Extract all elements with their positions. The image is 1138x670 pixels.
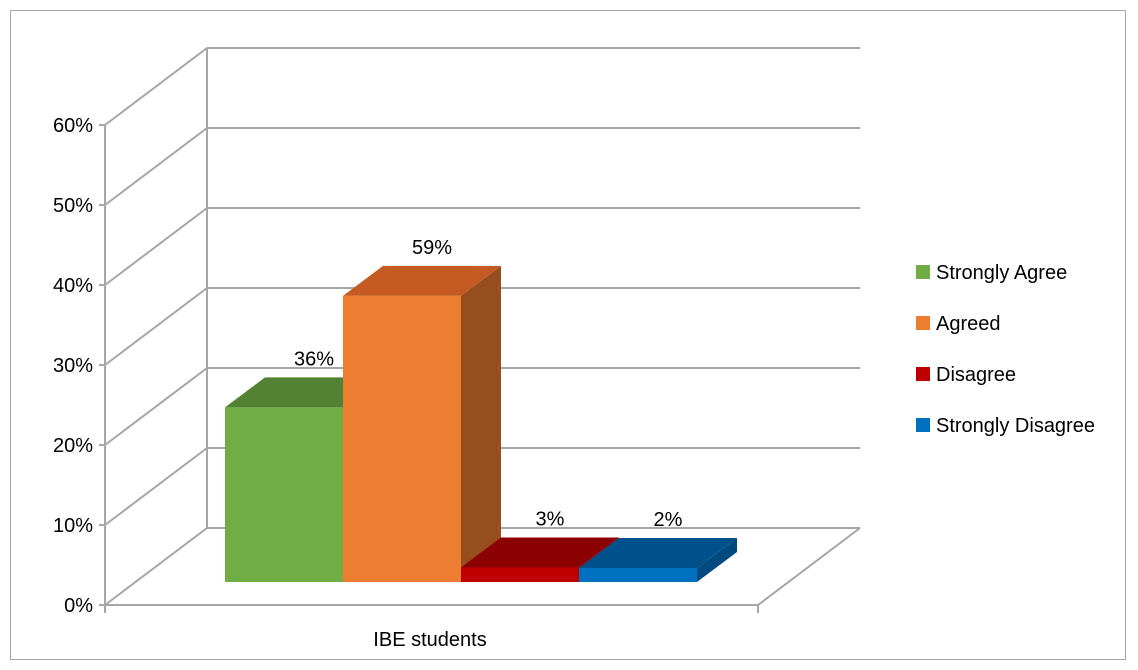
legend-label: Strongly Disagree	[936, 415, 1095, 437]
gridline-side	[104, 207, 208, 286]
bar-front-face	[225, 407, 343, 582]
bar-front-face	[579, 568, 697, 582]
gridlines: 0% 10% 20% 30% 40% 50% 60%	[53, 47, 861, 617]
data-label: 3%	[536, 508, 565, 530]
bar-side-face	[461, 265, 501, 582]
y-tick-label: 50%	[53, 195, 93, 217]
bar-strongly-disagree: 2%	[579, 509, 737, 582]
bar-top-face	[461, 537, 619, 568]
bar-agreed: 59%	[343, 237, 501, 582]
bar-top-face	[579, 538, 737, 568]
y-tick-label: 60%	[53, 115, 93, 137]
bar-side-face	[697, 538, 737, 582]
gridline-side	[104, 367, 208, 446]
y-tick-label: 30%	[53, 355, 93, 377]
gridline-side	[104, 127, 208, 206]
y-tick-label: 10%	[53, 515, 93, 537]
legend-swatch	[916, 418, 930, 432]
gridline-side	[104, 447, 208, 526]
bar-front-face	[343, 295, 461, 582]
bars: 36% 59% 3% 2%	[225, 237, 737, 582]
bar-front-face	[461, 567, 579, 582]
data-label: 36%	[294, 348, 334, 370]
legend-label: Disagree	[936, 364, 1016, 386]
y-tick-label: 40%	[53, 275, 93, 297]
legend-swatch	[916, 316, 930, 330]
legend: Strongly Agree Agreed Disagree Strongly Dis…	[916, 262, 1095, 437]
legend-swatch	[916, 367, 930, 381]
gridline-side	[104, 47, 208, 126]
legend-label: Agreed	[936, 313, 1001, 335]
gridline-side	[104, 527, 208, 606]
legend-swatch	[916, 265, 930, 279]
gridline-side	[104, 287, 208, 366]
floor-right-edge	[757, 527, 861, 606]
y-tick-label: 0%	[64, 595, 93, 617]
x-category-label: IBE students	[373, 629, 486, 651]
y-tick-label: 20%	[53, 435, 93, 457]
data-label: 2%	[654, 509, 683, 531]
legend-label: Strongly Agree	[936, 262, 1067, 284]
data-label: 59%	[412, 237, 452, 259]
bar-top-face	[343, 265, 501, 296]
